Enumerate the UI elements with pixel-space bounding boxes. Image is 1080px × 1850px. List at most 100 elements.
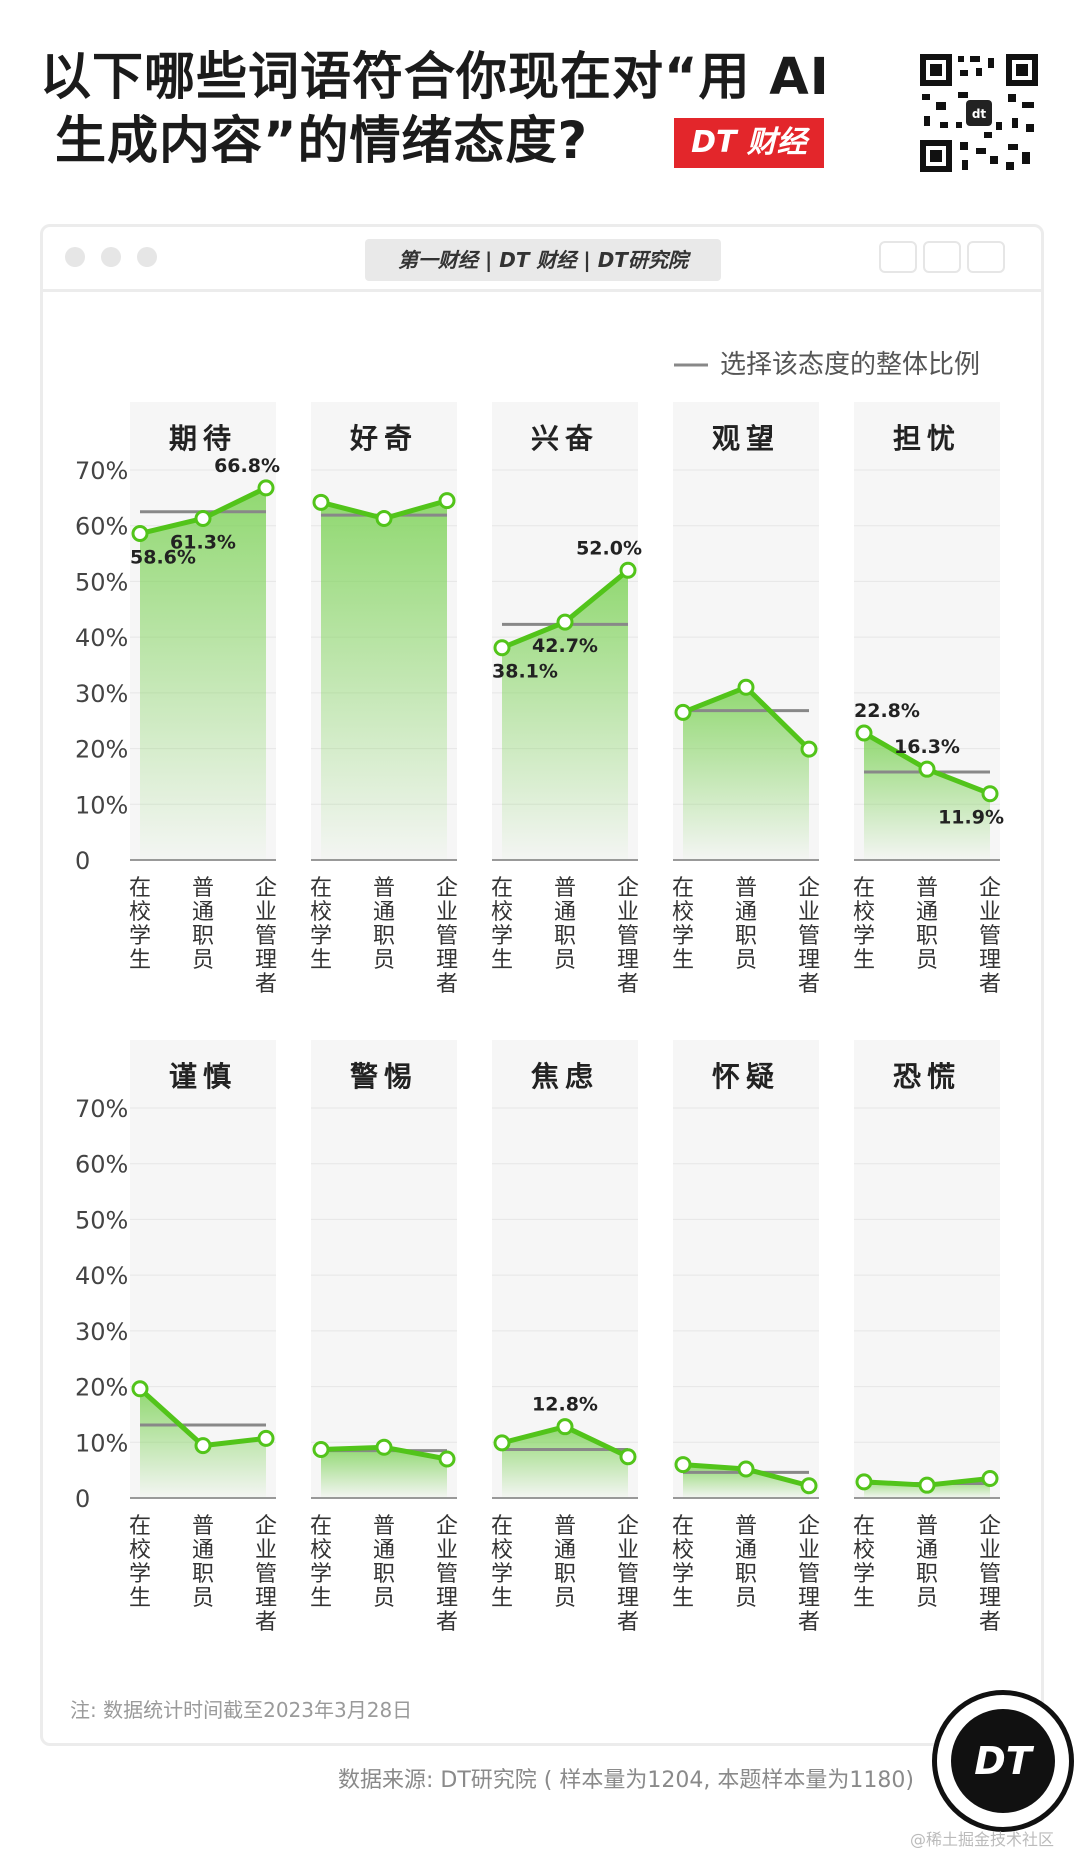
- brand-badge: DT 财经: [674, 118, 824, 168]
- x-tick-label: 业: [617, 900, 639, 925]
- y-tick-label: 30%: [75, 1318, 128, 1346]
- x-tick-label: 学: [310, 924, 332, 949]
- data-point: [131, 525, 149, 543]
- x-tick-label: 业: [798, 900, 820, 925]
- x-tick-label: 生: [853, 1586, 875, 1611]
- x-tick-label: 生: [310, 948, 332, 973]
- x-tick-label: 者: [979, 972, 1001, 997]
- x-tick-label: 管: [798, 924, 820, 949]
- x-tick-label: 通: [554, 900, 576, 925]
- x-tick-label: 理: [255, 1586, 277, 1611]
- panel-title: 观望: [712, 422, 780, 455]
- data-point: [493, 1434, 511, 1452]
- x-tick-label: 在: [129, 1514, 151, 1539]
- panel-title: 恐慌: [893, 1060, 961, 1093]
- data-point: [981, 1470, 999, 1487]
- x-tick-label: 理: [617, 1586, 639, 1611]
- x-tick-label: 生: [672, 1586, 694, 1611]
- series-area: [864, 732, 990, 860]
- x-tick-label: 企: [255, 876, 277, 901]
- series-area: [502, 1426, 628, 1498]
- data-label: 61.3%: [170, 531, 236, 553]
- panel-title: 焦虑: [531, 1060, 599, 1093]
- x-tick-label: 企: [979, 876, 1001, 901]
- minimize-icon: [101, 247, 121, 267]
- x-tick-label: 通: [916, 1538, 938, 1563]
- x-tick-label: 管: [979, 924, 1001, 949]
- x-tick-label: 业: [255, 900, 277, 925]
- x-tick-label: 者: [617, 972, 639, 997]
- x-tick-label: 校: [853, 900, 875, 925]
- x-tick-label: 员: [735, 948, 757, 973]
- x-tick-label: 企: [436, 1514, 458, 1539]
- x-tick-label: 学: [853, 1562, 875, 1587]
- data-point: [800, 740, 818, 758]
- dt-logo-text: DT: [951, 1709, 1055, 1813]
- data-label: 11.9%: [938, 807, 1004, 829]
- x-tick-label: 职: [735, 1562, 757, 1587]
- data-point: [257, 479, 275, 497]
- data-point: [855, 1473, 873, 1491]
- x-tick-label: 企: [617, 876, 639, 901]
- x-tick-label: 学: [491, 924, 513, 949]
- y-tick-label: 40%: [75, 624, 128, 652]
- x-tick-label: 业: [436, 900, 458, 925]
- x-tick-label: 企: [436, 876, 458, 901]
- data-point: [438, 492, 456, 510]
- x-tick-label: 者: [436, 1610, 458, 1635]
- x-tick-label: 在: [853, 1514, 875, 1539]
- x-tick-label: 者: [436, 972, 458, 997]
- data-point: [556, 613, 574, 631]
- data-point: [800, 1477, 818, 1495]
- window-title-bar: 第一财经 | DT 财经 | DT研究院: [43, 227, 1041, 292]
- y-tick-label: 50%: [75, 1206, 128, 1234]
- x-tick-label: 通: [735, 1538, 757, 1563]
- series-area: [140, 1388, 266, 1498]
- y-tick-label: 0: [75, 1485, 90, 1513]
- data-point: [918, 1476, 936, 1494]
- x-tick-label: 理: [617, 948, 639, 973]
- data-point: [375, 1438, 393, 1456]
- data-point: [493, 639, 511, 657]
- data-point: [737, 1460, 755, 1478]
- data-point: [619, 561, 637, 579]
- x-tick-label: 通: [373, 900, 395, 925]
- x-tick-label: 普: [192, 1514, 214, 1539]
- x-tick-label: 通: [735, 900, 757, 925]
- x-tick-label: 管: [255, 1562, 277, 1587]
- panel-title: 期待: [169, 422, 237, 455]
- panel-background: [673, 1040, 819, 1498]
- panel-title: 兴奋: [531, 422, 599, 455]
- panel-title: 警惕: [350, 1060, 418, 1093]
- x-tick-label: 管: [798, 1562, 820, 1587]
- y-tick-label: 20%: [75, 736, 128, 764]
- svg-text:dt: dt: [972, 107, 987, 121]
- x-tick-label: 普: [554, 1514, 576, 1539]
- x-tick-label: 业: [436, 1538, 458, 1563]
- data-label: 22.8%: [854, 700, 920, 722]
- x-tick-label: 生: [129, 948, 151, 973]
- x-tick-label: 业: [979, 1538, 1001, 1563]
- footnote: 注: 数据统计时间截至2023年3月28日: [70, 1698, 413, 1722]
- x-tick-label: 职: [916, 1562, 938, 1587]
- x-tick-label: 校: [310, 1538, 332, 1563]
- series-area: [683, 687, 809, 860]
- x-tick-label: 学: [129, 1562, 151, 1587]
- series-area: [502, 570, 628, 860]
- y-tick-label: 70%: [75, 1095, 128, 1123]
- x-tick-label: 学: [853, 924, 875, 949]
- page-title: 以下哪些词语符合你现在对“用 AI 生成内容”的情绪态度?: [40, 46, 830, 174]
- x-tick-label: 校: [491, 900, 513, 925]
- data-point: [737, 678, 755, 696]
- x-tick-label: 通: [916, 900, 938, 925]
- data-point: [312, 1441, 330, 1459]
- x-tick-label: 员: [554, 1586, 576, 1611]
- x-tick-label: 理: [979, 1586, 1001, 1611]
- x-tick-label: 管: [979, 1562, 1001, 1587]
- x-tick-label: 管: [617, 924, 639, 949]
- data-point: [674, 703, 692, 721]
- data-label: 38.1%: [492, 661, 558, 683]
